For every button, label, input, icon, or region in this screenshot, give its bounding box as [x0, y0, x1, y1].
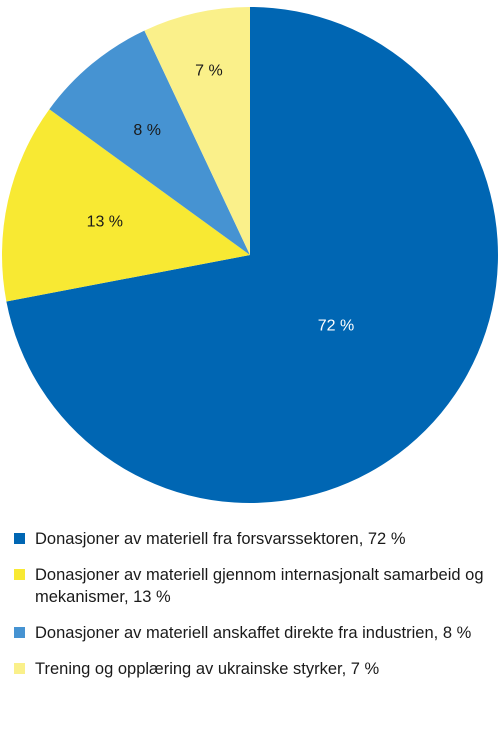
pie-slice-forsvarssektoren: [6, 7, 498, 503]
slice-label-trening: 7 %: [195, 62, 223, 79]
legend: Donasjoner av materiell fra forsvarssekt…: [14, 528, 490, 694]
slice-label-industrien: 8 %: [133, 122, 161, 139]
legend-label-trening: Trening og opplæring av ukrainske styrke…: [35, 660, 380, 678]
legend-label-industrien: Donasjoner av materiell anskaffet direkt…: [35, 624, 472, 642]
slice-label-forsvarssektoren: 72 %: [318, 317, 354, 334]
legend-swatch-internasjonalt-samarbeid: [14, 569, 25, 580]
legend-item-industrien: Donasjoner av materiell anskaffet direkt…: [14, 622, 490, 644]
legend-swatch-industrien: [14, 627, 25, 638]
legend-item-trening: Trening og opplæring av ukrainske styrke…: [14, 658, 490, 680]
legend-swatch-forsvarssektoren: [14, 533, 25, 544]
legend-label-forsvarssektoren: Donasjoner av materiell fra forsvarssekt…: [35, 530, 406, 548]
pie-slice-industrien: [49, 30, 250, 255]
pie-slice-internasjonalt-samarbeid: [1, 109, 251, 302]
slice-label-internasjonalt-samarbeid: 13 %: [87, 214, 123, 231]
legend-label-internasjonalt-samarbeid: Donasjoner av materiell gjennom internas…: [35, 566, 484, 606]
pie-chart: 72 % 13 % 8 % 7 %: [1, 7, 498, 503]
legend-swatch-trening: [14, 663, 25, 674]
pie-slice-trening: [144, 7, 250, 255]
legend-item-forsvarssektoren: Donasjoner av materiell fra forsvarssekt…: [14, 528, 490, 550]
legend-item-internasjonalt-samarbeid: Donasjoner av materiell gjennom internas…: [14, 564, 490, 608]
